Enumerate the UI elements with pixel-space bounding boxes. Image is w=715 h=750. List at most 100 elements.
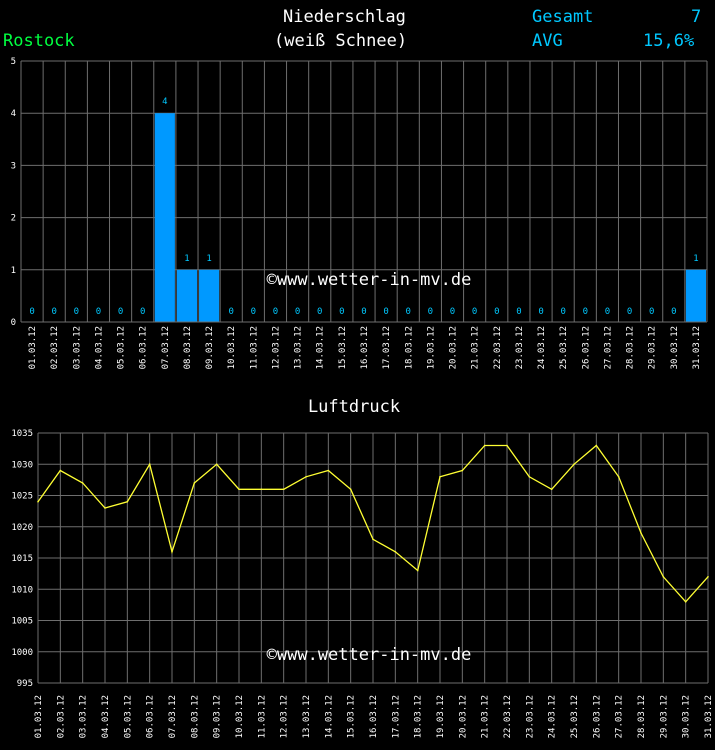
pressure-point: [506, 444, 508, 447]
line-ytick-label: 1010: [11, 585, 33, 595]
pressure-point: [528, 475, 531, 478]
line-chart-title: Luftdruck: [308, 397, 400, 417]
bar-xtick-label: 22.03.12: [493, 326, 503, 369]
precip-data-label: 0: [229, 307, 234, 317]
bar-xtick-label: 19.03.12: [426, 326, 436, 369]
pressure-point: [81, 482, 84, 484]
pressure-point: [349, 488, 352, 491]
precip-data-label: 0: [118, 307, 123, 317]
pressure-point: [215, 463, 218, 466]
avg-value: 15,6%: [643, 31, 695, 51]
line-xtick-label: 28.03.12: [637, 695, 647, 738]
bar-xtick-label: 23.03.12: [515, 326, 525, 369]
line-ytick-label: 995: [17, 679, 33, 689]
line-ytick-label: 1015: [11, 554, 33, 564]
pressure-point: [372, 538, 374, 541]
bar-xtick-label: 26.03.12: [581, 326, 591, 369]
bar-xtick-label: 29.03.12: [648, 326, 658, 369]
pressure-point: [327, 469, 330, 472]
precip-data-label: 0: [605, 307, 610, 317]
precip-data-label: 4: [162, 97, 167, 107]
bar-xtick-label: 13.03.12: [294, 326, 304, 369]
pressure-point: [461, 469, 464, 472]
line-xtick-label: 23.03.12: [525, 695, 535, 738]
precip-bar: [199, 269, 220, 322]
precip-data-label: 0: [450, 307, 455, 317]
bar-xtick-label: 07.03.12: [161, 326, 171, 369]
bar-xtick-label: 11.03.12: [249, 326, 259, 369]
pressure-point: [573, 463, 575, 466]
bar-xtick-label: 15.03.12: [338, 326, 348, 369]
precip-bar: [685, 269, 706, 322]
precip-data-label: 0: [406, 307, 411, 317]
precip-data-label: 1: [184, 254, 189, 264]
line-xtick-label: 07.03.12: [168, 695, 178, 738]
total-label: Gesamt: [532, 7, 594, 27]
bar-xtick-label: 05.03.12: [117, 326, 127, 369]
line-xtick-label: 22.03.12: [503, 695, 513, 738]
pressure-point: [684, 600, 687, 603]
line-ytick-label: 1025: [11, 492, 33, 502]
line-xtick-label: 06.03.12: [146, 695, 156, 738]
bar-ytick-label: 3: [11, 161, 16, 171]
chart-title: Niederschlag: [283, 7, 406, 27]
line-xtick-label: 02.03.12: [56, 695, 66, 738]
precip-data-label: 0: [361, 307, 366, 317]
total-value: 7: [691, 7, 702, 27]
line-ytick-label: 1005: [11, 617, 33, 627]
bar-xtick-label: 10.03.12: [227, 326, 237, 369]
bar-xtick-label: 25.03.12: [559, 326, 569, 369]
bar-xtick-label: 12.03.12: [271, 326, 281, 369]
pressure-point: [59, 469, 62, 472]
air-pressure-line-chart: Luftdruck 995 1000 1005 1010 1015 1020 1025 1030…: [11, 397, 714, 738]
line-xtick-label: 24.03.12: [548, 695, 558, 738]
bar-ytick-label: 0: [11, 318, 16, 328]
bar-xtick-label: 20.03.12: [449, 326, 459, 369]
bar-xtick-label: 02.03.12: [50, 326, 60, 369]
line-xtick-label: 01.03.12: [34, 695, 44, 738]
line-xtick-label: 25.03.12: [570, 695, 580, 738]
pressure-point: [126, 500, 129, 503]
bar-ytick-label: 4: [11, 109, 16, 119]
pressure-point: [282, 488, 285, 491]
bar-xtick-label: 18.03.12: [404, 326, 414, 369]
pressure-point: [238, 488, 240, 491]
bar-xtick-label: 09.03.12: [205, 326, 215, 369]
precip-data-label: 0: [428, 307, 433, 317]
line-xtick-label: 15.03.12: [347, 695, 357, 738]
line-xtick-label: 19.03.12: [436, 695, 446, 738]
precip-data-label: 0: [649, 307, 654, 317]
bar-xtick-label: 03.03.12: [72, 326, 82, 369]
pressure-point: [595, 444, 598, 447]
line-xtick-label: 13.03.12: [302, 695, 312, 738]
precip-data-label: 0: [472, 307, 477, 317]
precip-data-label: 0: [29, 307, 34, 317]
pressure-point: [617, 475, 620, 478]
bar-xtick-label: 31.03.12: [692, 326, 702, 369]
precip-data-label: 0: [671, 307, 676, 317]
line-xtick-label: 29.03.12: [659, 695, 669, 738]
bar-xtick-label: 06.03.12: [139, 326, 149, 369]
bar-ytick-label: 5: [11, 57, 16, 67]
line-xtick-label: 27.03.12: [615, 695, 625, 738]
line-xtick-label: 20.03.12: [458, 695, 468, 738]
line-ytick-label: 1000: [11, 648, 33, 658]
precipitation-bar-chart: 0 1 2 3 4 5 ©www.wetter-in-mv.de 0 0 0 0 0 0 4 1 1 0 0 0 0 0…: [11, 57, 708, 369]
precip-data-label: 0: [383, 307, 388, 317]
bar-xtick-label: 04.03.12: [94, 326, 104, 369]
line-xtick-label: 03.03.12: [79, 695, 89, 738]
pressure-point: [707, 575, 709, 578]
bar-xtick-label: 14.03.12: [316, 326, 326, 369]
line-xtick-label: 31.03.12: [704, 695, 714, 738]
pressure-point: [394, 550, 397, 553]
bar-xtick-label: 28.03.12: [626, 326, 636, 369]
bar-xtick-label: 01.03.12: [28, 326, 38, 369]
location-label: Rostock: [3, 31, 75, 51]
bar-watermark: ©www.wetter-in-mv.de: [267, 270, 472, 290]
chart-subtitle: (weiß Schnee): [274, 31, 408, 51]
bar-ytick-label: 1: [11, 266, 16, 276]
line-xtick-label: 14.03.12: [324, 695, 334, 738]
line-xtick-label: 10.03.12: [235, 695, 245, 738]
pressure-point: [193, 482, 196, 484]
bar-xtick-label: 17.03.12: [382, 326, 392, 369]
